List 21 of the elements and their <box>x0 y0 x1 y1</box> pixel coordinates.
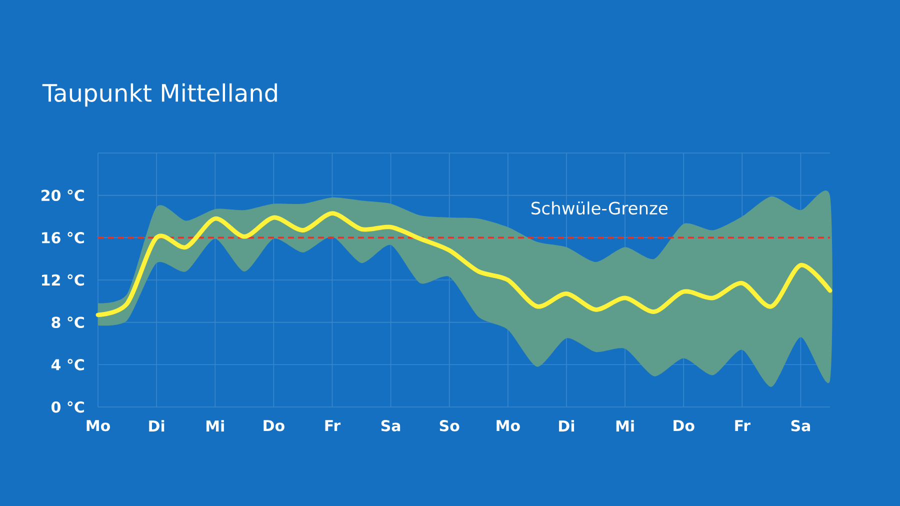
y-tick-label: 12 °C <box>42 274 84 286</box>
y-tick-label: 16 °C <box>42 232 84 244</box>
x-tick-label: Do <box>264 420 284 432</box>
chart-title: Taupunkt Mittelland <box>42 83 277 107</box>
y-tick-label: 4 °C <box>51 358 84 370</box>
x-tick-label: Sa <box>381 420 400 432</box>
y-tick-label: 0 °C <box>51 401 84 413</box>
x-tick-label: Di <box>559 420 574 432</box>
x-tick-label: Sa <box>791 420 810 432</box>
x-tick-label: Fr <box>735 420 750 431</box>
x-tick-label: Mo <box>496 420 520 432</box>
x-tick-label: So <box>440 420 460 432</box>
x-tick-label: Fr <box>325 420 341 431</box>
ref-line-label: Schwüle-Grenze <box>532 201 668 215</box>
x-tick-label: Do <box>674 420 694 432</box>
y-tick-label: 20 °C <box>42 190 84 202</box>
x-tick-label: Mi <box>616 420 634 432</box>
x-tick-label: Mo <box>86 420 110 432</box>
y-tick-label: 8 °C <box>52 316 84 328</box>
x-tick-label: Mi <box>206 420 224 432</box>
x-tick-label: Di <box>149 420 164 432</box>
